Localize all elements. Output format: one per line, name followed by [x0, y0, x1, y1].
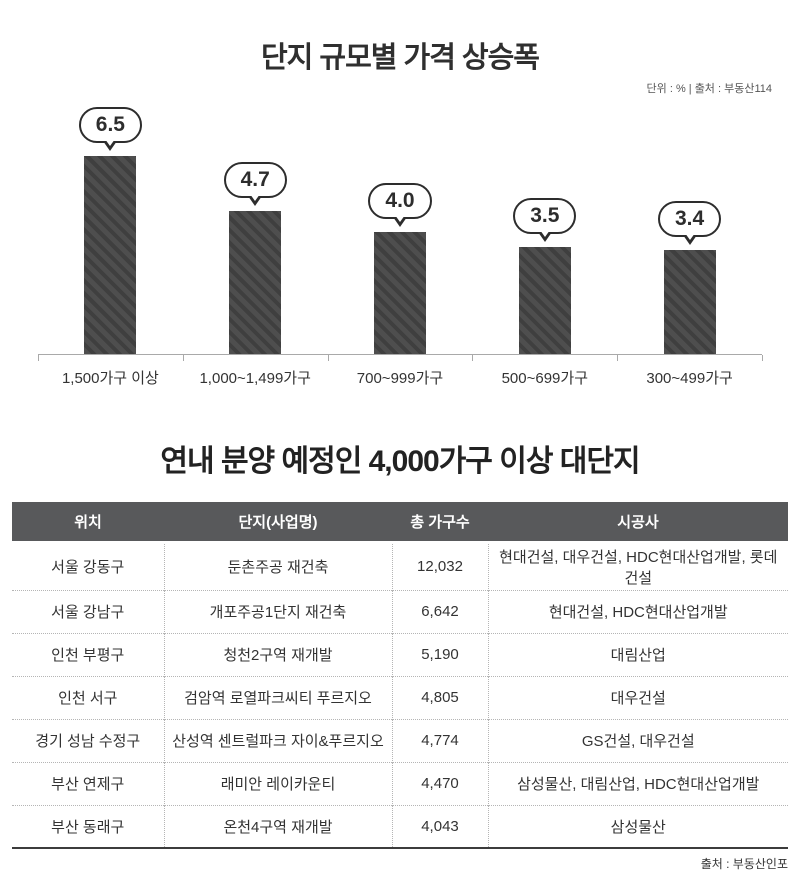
table-header-cell: 시공사 — [488, 502, 788, 544]
table-cell: 서울 강동구 — [12, 542, 165, 590]
table-row: 인천 서구 검암역 로열파크씨티 푸르지오 4,805 대우건설 — [12, 676, 788, 719]
table-cell: 대림산업 — [610, 647, 666, 664]
table-header-cell: 총 가구수 — [392, 502, 488, 544]
table-source: 출처 : 부동산인포 — [700, 857, 788, 871]
category-label: 1,500가구 이상 — [61, 370, 159, 387]
bar-chart: 6.5 4.7 4.0 3.5 3.4 1,500가구 이상 1,000~1,499가구 7… — [38, 90, 763, 388]
data-table: 위치 단지(사업명) 총 가구수 시공사 서울 강동구 둔촌주공 재건축 12,032 현대… — [12, 502, 788, 849]
chart-title: 단지 규모별 가격 상승폭 — [261, 42, 540, 74]
table-cell: 검암역 로열파크씨티 푸르지오 — [164, 676, 393, 719]
table-cell: 12,032 — [392, 542, 489, 590]
table-cell: 둔촌주공 재건축 — [164, 542, 393, 590]
category-label: 1,000~1,499가구 — [199, 370, 311, 387]
table-cell: 4,774 — [392, 719, 489, 762]
axis-tick — [327, 355, 329, 361]
axis-tick — [762, 355, 763, 361]
value-bubble: 3.5 — [513, 197, 577, 234]
value-bubble: 3.4 — [657, 200, 722, 237]
table-cell: 부산 연제구 — [12, 762, 165, 805]
table-cell: 인천 서구 — [12, 676, 165, 719]
axis-tick — [38, 355, 39, 361]
chart-column: 3.4 — [617, 200, 762, 354]
category-label: 700~999가구 — [356, 370, 444, 387]
table-cell: 인천 부평구 — [12, 633, 165, 676]
category-labels: 1,500가구 이상 1,000~1,499가구 700~999가구 500~699가… — [38, 361, 762, 388]
bar — [518, 247, 571, 354]
table-cell: 5,190 — [392, 633, 489, 676]
table-cell: 청천2구역 재개발 — [164, 633, 393, 676]
table-body: 서울 강동구 둔촌주공 재건축 12,032 현대건설, 대우건설, HDC현대산업개… — [12, 542, 788, 848]
chart-column: 3.5 — [472, 197, 617, 354]
chart-column: 4.0 — [328, 182, 473, 354]
bars-area: 6.5 4.7 4.0 3.5 3.4 — [38, 90, 762, 354]
table-cell: 4,043 — [392, 805, 489, 848]
bar — [84, 156, 137, 354]
axis-tick — [617, 355, 619, 361]
table-section: 연내 분양 예정인 4,000가구 이상 대단지 위치 단지(사업명) 총 가구수 시… — [0, 436, 800, 872]
value-bubble: 4.7 — [223, 161, 287, 198]
table-header-row: 위치 단지(사업명) 총 가구수 시공사 — [12, 502, 788, 544]
table-cell: 부산 동래구 — [12, 805, 165, 848]
table-cell: 현대건설, 대우건설, HDC현대산업개발, 롯데건설 — [499, 548, 778, 587]
table-head: 위치 단지(사업명) 총 가구수 시공사 — [12, 502, 788, 544]
table-cell: 6,642 — [392, 590, 489, 633]
table-cell: GS건설, 대우건설 — [581, 733, 695, 750]
table-row: 부산 연제구 래미안 레이카운티 4,470 삼성물산, 대림산업, HDC현대산업개… — [12, 762, 788, 805]
value-bubble: 6.5 — [78, 106, 142, 143]
table-cell: 4,470 — [392, 762, 489, 805]
axis-tick — [472, 355, 474, 361]
chart-baseline — [38, 354, 763, 361]
chart-column: 6.5 — [38, 106, 183, 354]
chart-section: 단지 규모별 가격 상승폭 단위 : % | 출처 : 부동산114 6.5 4.… — [0, 0, 800, 388]
table-header-cell: 위치 — [12, 502, 164, 544]
table-cell: 현대건설, HDC현대산업개발 — [548, 604, 728, 621]
table-cell: 4,805 — [392, 676, 489, 719]
table-row: 인천 부평구 청천2구역 재개발 5,190 대림산업 — [12, 633, 788, 676]
table-row: 서울 강동구 둔촌주공 재건축 12,032 현대건설, 대우건설, HDC현대산업개… — [12, 542, 788, 590]
table-header-cell: 단지(사업명) — [164, 502, 392, 544]
chart-column: 4.7 — [183, 161, 328, 354]
table-cell: 경기 성남 수정구 — [12, 719, 165, 762]
table-cell: 삼성물산 — [610, 818, 666, 836]
table-cell: 산성역 센트럴파크 자이&푸르지오 — [164, 719, 393, 762]
table-row: 경기 성남 수정구 산성역 센트럴파크 자이&푸르지오 4,774 GS건설, 대우건… — [12, 719, 788, 762]
value-bubble: 4.0 — [368, 182, 432, 219]
table-title: 연내 분양 예정인 4,000가구 이상 대단지 — [160, 445, 640, 478]
category-label: 300~499가구 — [646, 370, 733, 387]
unit-source-note: 단위 : % | 출처 : 부동산114 — [646, 83, 772, 95]
table-cell: 온천4구역 재개발 — [164, 805, 393, 848]
table-cell: 삼성물산, 대림산업, HDC현대산업개발 — [517, 776, 760, 793]
table-cell: 서울 강남구 — [12, 590, 165, 633]
bar — [373, 232, 426, 354]
table-row: 부산 동래구 온천4구역 재개발 4,043 삼성물산 — [12, 805, 788, 848]
category-label: 500~699가구 — [501, 370, 588, 387]
bar — [229, 211, 282, 354]
axis-tick — [182, 355, 184, 361]
table-cell: 개포주공1단지 재건축 — [164, 590, 393, 633]
table-row: 서울 강남구 개포주공1단지 재건축 6,642 현대건설, HDC현대산업개발 — [12, 590, 788, 633]
table-cell: 대우건설 — [610, 690, 666, 707]
bar — [663, 250, 716, 354]
table-cell: 래미안 레이카운티 — [164, 762, 393, 805]
